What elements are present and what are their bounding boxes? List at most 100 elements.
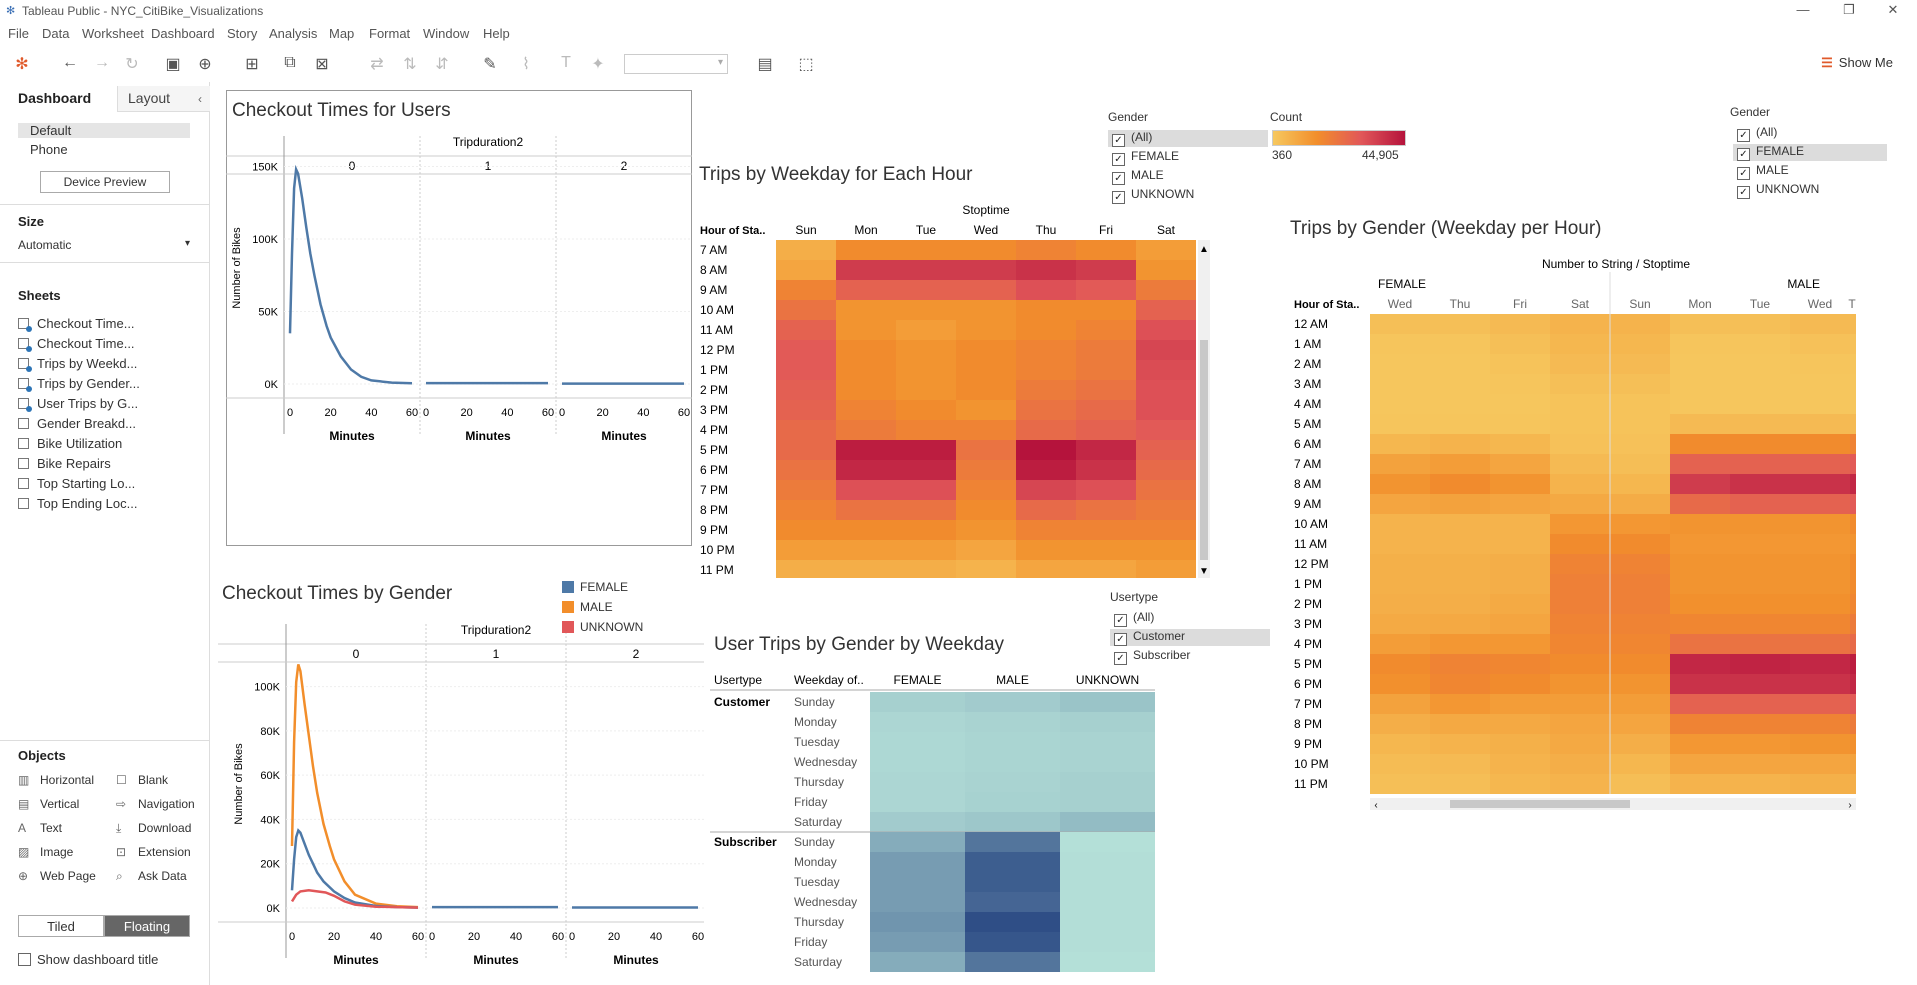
new-worksheet-icon[interactable]: ⊞ bbox=[245, 56, 259, 73]
object-web-page[interactable]: ⊕ Web Page bbox=[18, 869, 96, 883]
sort-ascending-icon[interactable]: ⇅ bbox=[403, 56, 417, 73]
tab-dashboard[interactable]: Dashboard bbox=[0, 86, 117, 112]
checkout-times-chart[interactable]: Tripduration2012150K100K50K0KNumber of B… bbox=[226, 132, 692, 546]
pin-icon[interactable]: ✦ bbox=[591, 56, 605, 73]
save-icon[interactable]: ▣ bbox=[165, 56, 181, 73]
sheet-item[interactable]: Bike Utilization bbox=[18, 436, 122, 454]
floating-toggle[interactable]: Floating bbox=[104, 915, 190, 937]
close-icon[interactable]: ✕ bbox=[1887, 2, 1899, 17]
gender-filter2-unknown[interactable]: ✓ UNKNOWN bbox=[1733, 182, 1819, 199]
redo-icon[interactable]: → bbox=[94, 54, 110, 71]
gender-filter-all[interactable]: ✓ (All) bbox=[1108, 130, 1268, 147]
show-dashboard-title-checkbox[interactable]: Show dashboard title bbox=[18, 952, 158, 967]
sheet-item[interactable]: Top Starting Lo... bbox=[18, 476, 135, 494]
menu-format[interactable]: Format bbox=[369, 26, 411, 41]
sheet-item[interactable]: User Trips by G... bbox=[18, 396, 138, 414]
gender-filter2-all[interactable]: ✓ (All) bbox=[1733, 125, 1777, 142]
tableau-home-icon[interactable]: ✻ bbox=[15, 56, 29, 73]
show-me-button[interactable]: ☰ Show Me bbox=[1821, 55, 1893, 71]
heat-cell bbox=[1490, 614, 1550, 634]
fit-dropdown[interactable]: ▾ bbox=[624, 54, 728, 74]
usertype-gender-heatmap[interactable]: Usertype Weekday of.. FEMALE MALE UNKNOWN Cus… bbox=[710, 668, 1160, 974]
sheet-item[interactable]: Trips by Gender... bbox=[18, 376, 140, 394]
heat-cell bbox=[1430, 434, 1490, 454]
replay-icon[interactable]: ↻ bbox=[125, 56, 139, 73]
heat-cell bbox=[1790, 674, 1850, 694]
menu-dashboard[interactable]: Dashboard bbox=[151, 26, 215, 41]
object-text[interactable]: A Text bbox=[18, 821, 62, 835]
usertype-filter-customer[interactable]: ✓ Customer bbox=[1110, 629, 1270, 646]
minimize-icon[interactable]: — bbox=[1796, 2, 1810, 17]
tableau-logo-icon: ✻ bbox=[6, 5, 16, 17]
sheet-item[interactable]: Trips by Weekd... bbox=[18, 356, 137, 374]
sheet-item[interactable]: Gender Breakd... bbox=[18, 416, 136, 434]
heat-cell bbox=[1490, 514, 1550, 534]
device-default[interactable]: Default bbox=[18, 123, 190, 138]
legend-item[interactable]: UNKNOWN bbox=[562, 620, 643, 640]
heat-cell bbox=[1610, 734, 1670, 754]
clear-sheet-icon[interactable]: ⊠ bbox=[315, 56, 329, 73]
undo-icon[interactable]: ← bbox=[62, 54, 78, 71]
object-ask-data[interactable]: ⌕ Ask Data bbox=[116, 869, 187, 884]
highlight-icon[interactable]: ✎ bbox=[483, 56, 497, 73]
collapse-icon[interactable]: ‹ bbox=[198, 92, 202, 106]
gender-filter2-male[interactable]: ✓ MALE bbox=[1733, 163, 1789, 180]
heat-cell bbox=[1670, 754, 1730, 774]
object-horizontal[interactable]: ▥ Horizontal bbox=[18, 773, 94, 787]
sheet-label: Checkout Time... bbox=[37, 316, 135, 331]
duplicate-icon[interactable]: ⧉ bbox=[284, 54, 296, 71]
object-image[interactable]: ▨ Image bbox=[18, 845, 73, 859]
object-navigation[interactable]: ⇨ Navigation bbox=[116, 797, 195, 811]
weekday-hour-heatmap[interactable]: Stoptime Hour of Sta.. Sun Mon Tue Wed Thu Fri S… bbox=[698, 200, 1214, 578]
checkout-by-gender-chart[interactable]: Tripduration2 0 1 2 100K 80K 60K 40K 20K 0K Number… bbox=[218, 610, 704, 980]
device-preview-button[interactable]: Device Preview bbox=[40, 171, 170, 193]
sort-descending-icon[interactable]: ⇵ bbox=[435, 56, 449, 73]
heat-cell bbox=[1076, 320, 1136, 340]
heat-cell bbox=[1610, 534, 1670, 554]
object-extension[interactable]: ⊡ Extension bbox=[116, 845, 191, 859]
restore-icon[interactable]: ❐ bbox=[1843, 2, 1855, 17]
gender-filter-unknown[interactable]: ✓ UNKNOWN bbox=[1108, 187, 1194, 204]
size-value: Automatic bbox=[18, 238, 72, 252]
menu-data[interactable]: Data bbox=[42, 26, 70, 41]
object-vertical[interactable]: ▤ Vertical bbox=[18, 797, 79, 811]
usertype-filter-subscriber[interactable]: ✓ Subscriber bbox=[1110, 648, 1190, 665]
sheet-item[interactable]: Bike Repairs bbox=[18, 456, 111, 474]
add-data-source-icon[interactable]: ⊕ bbox=[198, 56, 212, 73]
gender-filter-female[interactable]: ✓ FEMALE bbox=[1108, 149, 1179, 166]
show-cards-icon[interactable]: ▤ bbox=[757, 56, 773, 73]
gender-filter2-female[interactable]: ✓ FEMALE bbox=[1733, 144, 1887, 161]
checkbox-checked-icon: ✓ bbox=[1112, 172, 1125, 185]
heat-cell bbox=[836, 260, 896, 280]
object-blank[interactable]: ☐ Blank bbox=[116, 773, 168, 787]
gender-filter-male[interactable]: ✓ MALE bbox=[1108, 168, 1164, 185]
legend-item[interactable]: MALE bbox=[562, 600, 643, 620]
device-phone[interactable]: Phone bbox=[30, 142, 68, 157]
usertype-filter-all[interactable]: ✓ (All) bbox=[1110, 610, 1154, 627]
tiled-toggle[interactable]: Tiled bbox=[18, 915, 104, 937]
heat-cell bbox=[1850, 494, 1856, 514]
heat-cell bbox=[1016, 480, 1076, 500]
sheet-item[interactable]: Checkout Time... bbox=[18, 316, 135, 334]
object-download[interactable]: ⤓ Download bbox=[116, 821, 191, 836]
menu-story[interactable]: Story bbox=[227, 26, 258, 41]
gender-weekday-hour-heatmap[interactable]: Number to String / Stoptime FEMALE MALE Hou… bbox=[1286, 252, 1856, 812]
swap-icon[interactable]: ⇄ bbox=[370, 56, 384, 73]
heat-cell bbox=[965, 912, 1060, 932]
sheet-item[interactable]: Checkout Time... bbox=[18, 336, 135, 354]
legend-item[interactable]: FEMALE bbox=[562, 580, 643, 600]
tab-layout[interactable]: Layout ‹ bbox=[117, 86, 210, 112]
presentation-mode-icon[interactable]: ⬚ bbox=[798, 56, 814, 73]
labels-icon[interactable]: T bbox=[561, 54, 571, 71]
row-label: 3 PM bbox=[1294, 617, 1322, 631]
group-icon[interactable]: ⌇ bbox=[522, 56, 530, 73]
menu-help[interactable]: Help bbox=[483, 26, 510, 41]
sheet-item[interactable]: Top Ending Loc... bbox=[18, 496, 137, 514]
menu-file[interactable]: File bbox=[8, 26, 29, 41]
menu-analysis[interactable]: Analysis bbox=[269, 26, 318, 41]
heat-cell bbox=[1850, 774, 1856, 794]
menu-window[interactable]: Window bbox=[423, 26, 470, 41]
menu-map[interactable]: Map bbox=[329, 26, 355, 41]
menu-worksheet[interactable]: Worksheet bbox=[82, 26, 144, 41]
size-dropdown[interactable]: Automatic ▾ bbox=[18, 238, 190, 252]
